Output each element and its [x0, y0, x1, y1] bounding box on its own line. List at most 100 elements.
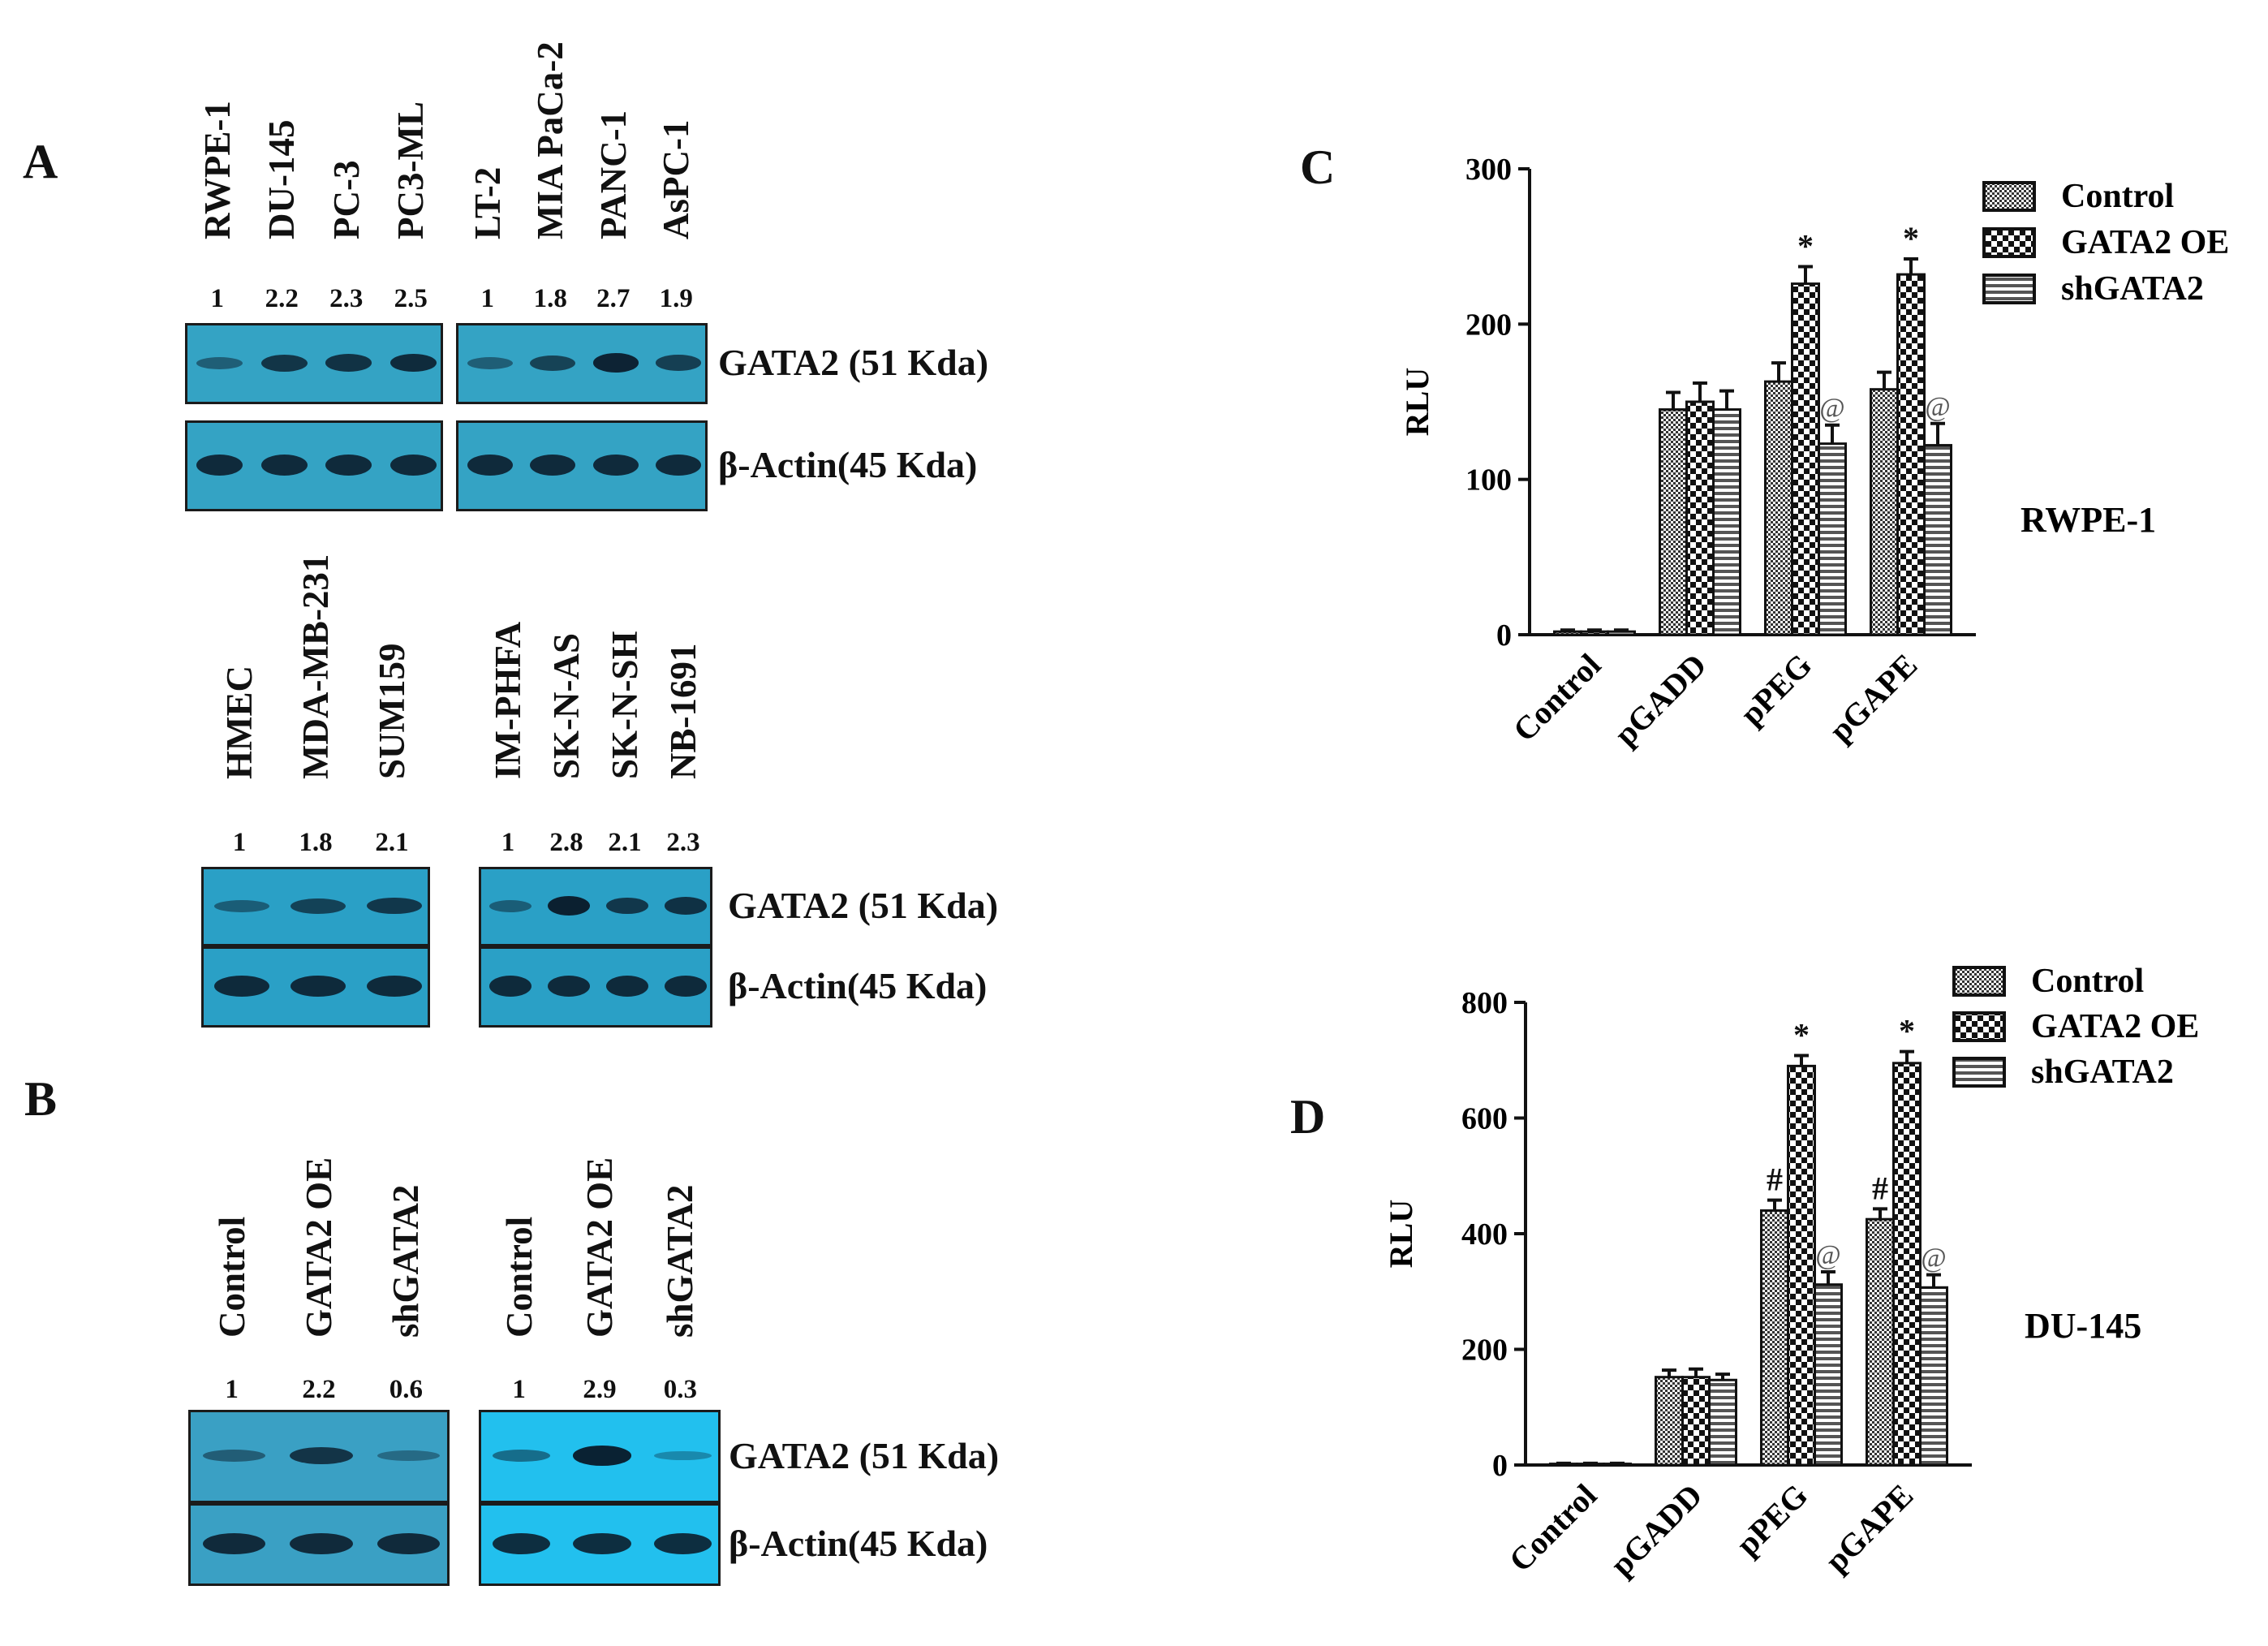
- protein-band: [467, 356, 513, 369]
- legend-swatch: [1952, 1057, 2006, 1088]
- gata2-blot: [188, 1410, 450, 1503]
- lane-label: LT-2: [467, 166, 508, 239]
- lane-label: GATA2 OE: [299, 1157, 339, 1338]
- band-ratio: 2.1: [608, 828, 642, 857]
- bar-gata2-oe: [1685, 400, 1715, 636]
- protein-band: [290, 976, 346, 997]
- protein-band: [665, 897, 707, 915]
- x-tick-label: pPEG: [1729, 1477, 1815, 1563]
- legend-label: shGATA2: [2031, 1054, 2174, 1091]
- legend-swatch: [1952, 966, 2006, 997]
- bar-control: [1553, 630, 1582, 636]
- x-tick-label: pGADD: [1607, 647, 1714, 753]
- protein-band: [656, 355, 702, 371]
- band-ratio: 1: [512, 1375, 526, 1404]
- gata2-blot: [479, 867, 712, 946]
- panel-letter-d: D: [1290, 1090, 1326, 1144]
- y-tick-label: 200: [1461, 1334, 1508, 1368]
- y-tick-label: 300: [1465, 153, 1512, 187]
- legend-label: Control: [2031, 963, 2144, 1000]
- y-axis-label: RLU: [1399, 368, 1435, 436]
- gata2-label: GATA2 (51 Kda): [728, 885, 999, 926]
- band-ratio: 1: [210, 284, 225, 313]
- lane-label: DU-145: [261, 119, 303, 239]
- y-tick-label: 100: [1465, 463, 1512, 498]
- gata2-label: GATA2 (51 Kda): [729, 1434, 1000, 1476]
- protein-band: [214, 899, 269, 912]
- lane-label: NB-1691: [663, 643, 704, 780]
- actin-blot: [185, 420, 443, 511]
- x-tick-label: pGAPE: [1818, 1477, 1920, 1579]
- x-tick-label: pGADD: [1603, 1477, 1710, 1584]
- bar-shgata2: [1814, 1283, 1843, 1467]
- x-tick-label: pPEG: [1733, 647, 1819, 733]
- gata2-blot: [185, 323, 443, 404]
- panel-letter-a: A: [23, 135, 58, 188]
- band-ratio: 1: [225, 1375, 239, 1404]
- legend-swatch: [1982, 274, 2036, 304]
- protein-band: [548, 896, 590, 916]
- bar-control: [1764, 380, 1793, 636]
- lane-label: SK-N-SH: [605, 631, 645, 779]
- band-ratio: 1: [480, 284, 495, 313]
- protein-band: [389, 455, 437, 476]
- legend-label: GATA2 OE: [2061, 224, 2229, 261]
- band-ratio: 1.8: [533, 284, 567, 313]
- band-ratio: 2.9: [583, 1375, 617, 1404]
- protein-band: [492, 1533, 551, 1554]
- protein-band: [653, 1533, 712, 1554]
- protein-band: [290, 898, 346, 914]
- bar-gata2-oe: [1787, 1064, 1816, 1467]
- protein-band: [530, 455, 576, 476]
- legend-label: shGATA2: [2061, 270, 2204, 308]
- significance-marker: #: [1767, 1161, 1783, 1198]
- protein-band: [325, 354, 372, 372]
- bar-shgata2: [1708, 1378, 1737, 1467]
- legend-swatch: [1952, 1011, 2006, 1042]
- significance-marker: *: [1899, 1013, 1915, 1049]
- lane-label: IM-PHFA: [488, 621, 528, 779]
- cell-line-label: RWPE-1: [2021, 500, 2156, 540]
- legend-label: GATA2 OE: [2031, 1008, 2199, 1045]
- protein-band: [489, 899, 531, 912]
- y-tick-label: 200: [1465, 308, 1512, 342]
- lane-label: PANC-1: [592, 110, 634, 239]
- protein-band: [467, 455, 513, 476]
- x-tick-label: pGAPE: [1822, 647, 1924, 749]
- lane-label: PC-3: [325, 160, 367, 239]
- actin-label: β-Actin(45 Kda): [729, 1523, 988, 1564]
- band-ratio: 2.2: [265, 284, 299, 313]
- lane-label: Control: [498, 1216, 540, 1338]
- y-tick-label: 0: [1492, 1449, 1508, 1483]
- band-ratio: 2.7: [596, 284, 630, 313]
- lane-label: MDA-MB-231: [295, 554, 336, 779]
- significance-marker: *: [1793, 1017, 1810, 1054]
- band-ratio: 1.9: [659, 284, 693, 313]
- bar-gata2-oe: [1580, 630, 1609, 636]
- lane-label: shGATA2: [385, 1184, 427, 1338]
- bar-control: [1870, 388, 1899, 636]
- legend-label: Control: [2061, 178, 2174, 215]
- protein-band: [573, 1446, 631, 1466]
- band-ratio: 2.5: [394, 284, 428, 313]
- actin-blot: [201, 946, 430, 1028]
- protein-band: [606, 897, 648, 915]
- protein-band: [203, 1450, 266, 1462]
- protein-band: [656, 455, 702, 476]
- x-tick-label: Control: [1506, 647, 1608, 749]
- protein-band: [214, 976, 269, 997]
- bar-gata2-oe: [1892, 1062, 1922, 1467]
- band-ratio: 1.8: [299, 828, 333, 857]
- y-tick-label: 800: [1461, 986, 1508, 1020]
- panel-letter-c: C: [1300, 140, 1336, 194]
- band-ratio: 2.2: [302, 1375, 336, 1404]
- protein-band: [377, 1450, 440, 1461]
- protein-band: [203, 1533, 266, 1554]
- protein-band: [548, 976, 590, 997]
- actin-label: β-Actin(45 Kda): [728, 965, 988, 1006]
- protein-band: [196, 356, 243, 369]
- bar-control: [1655, 1376, 1684, 1467]
- protein-band: [592, 455, 639, 476]
- bar-gata2-oe: [1791, 282, 1820, 636]
